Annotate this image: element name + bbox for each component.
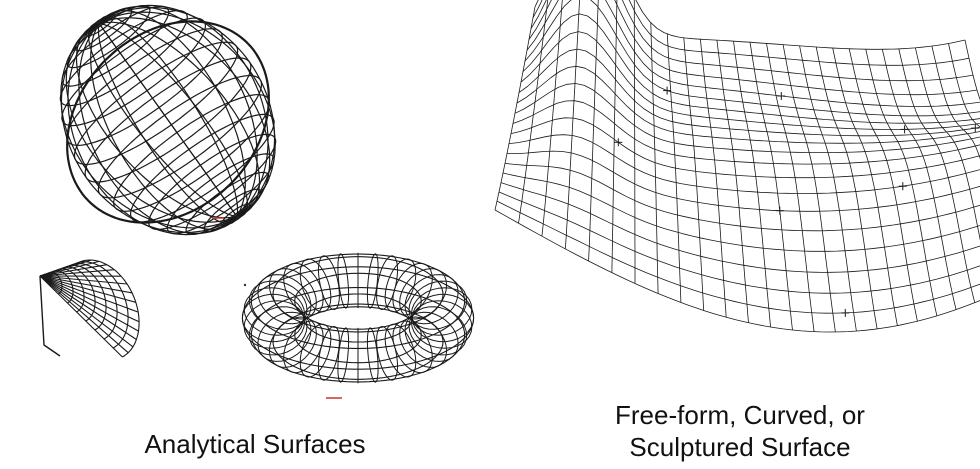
ellipsoid-longitude-line <box>78 23 238 234</box>
freeform-v-line <box>528 0 978 96</box>
freeform-v-line <box>498 191 980 294</box>
freeform-u-line <box>666 33 682 303</box>
ellipsoid-longitude-line <box>98 5 258 217</box>
freeform-v-line <box>494 209 980 333</box>
freeform-u-line <box>766 43 815 332</box>
freeform-v-line <box>502 172 980 252</box>
stray-dot <box>243 283 247 287</box>
torus-meridian-line <box>299 323 332 378</box>
ellipsoid-longitude-line <box>67 23 238 236</box>
cone-ring-line <box>64 264 107 331</box>
ellipsoid-outline <box>66 20 270 224</box>
torus-meridian-line <box>384 258 417 313</box>
cone-ring-line <box>69 263 118 340</box>
cone-ring-line <box>43 273 52 286</box>
torus-parallel-line <box>294 306 422 364</box>
freeform-v-line <box>526 0 980 107</box>
freeform-v-line <box>518 48 980 137</box>
cone-ring-line <box>77 259 140 358</box>
freeform-v-line <box>514 83 980 154</box>
cone-edge <box>39 275 61 357</box>
torus-parallel-line <box>272 256 444 333</box>
freeform-surface-caption: Free-form, Curved, or Sculptured Surface <box>560 399 920 463</box>
ellipsoid-longitude-line <box>90 23 238 230</box>
cone-generator-line <box>39 275 128 285</box>
cone-generator-line <box>39 269 115 277</box>
torus-parallel-line <box>303 293 413 343</box>
freeform-v-line <box>508 134 980 194</box>
freeform-u-line <box>633 0 636 284</box>
cone-generator-line <box>39 264 107 277</box>
cone-generator-line <box>39 275 137 340</box>
cone-generator-line <box>39 275 133 294</box>
freeform-u-line <box>948 43 980 128</box>
freeform-v-line <box>530 0 974 82</box>
analytical-surfaces-caption: Analytical Surfaces <box>144 429 366 459</box>
ellipsoid-longitude-line <box>97 23 238 225</box>
torus-parallel-line <box>241 266 475 370</box>
freeform-u-line <box>494 6 536 211</box>
freeform-caption-line-1: Free-form, Curved, or <box>615 400 865 430</box>
cone-generator-line <box>39 275 140 323</box>
cone-wireframe <box>39 259 140 358</box>
cone-generator-line <box>39 275 129 354</box>
torus-parallel-line <box>272 303 444 380</box>
cone-generator-line <box>39 275 123 358</box>
torus-wireframe <box>241 252 475 384</box>
freeform-v-line <box>500 182 980 273</box>
cone-ring-line <box>73 261 129 349</box>
freeform-u-line <box>611 0 618 273</box>
freeform-u-line <box>915 47 980 241</box>
ellipsoid-longitude-line <box>99 23 249 217</box>
freeform-u-line <box>683 37 705 311</box>
cone-ring-line <box>56 268 85 313</box>
freeform-v-line <box>516 65 980 144</box>
cone-generator-line <box>39 275 139 332</box>
torus-parallel-line <box>250 253 466 349</box>
freeform-u-line <box>716 40 749 323</box>
freeform-u-line <box>881 49 957 310</box>
freeform-v-line <box>520 31 980 130</box>
torus-meridian-line <box>384 323 417 378</box>
freeform-u-line <box>799 45 857 332</box>
ellipsoid-longitude-line <box>60 23 238 229</box>
freeform-u-line <box>848 48 918 322</box>
ellipsoid-wireframe <box>59 4 277 236</box>
cone-generator-line <box>39 275 136 303</box>
freeform-u-line <box>832 47 898 326</box>
freeform-v-line <box>496 200 980 314</box>
cone-ring-line <box>48 271 63 295</box>
freeform-caption-line-2: Sculptured Surface <box>629 432 851 462</box>
freeform-v-line <box>506 150 980 212</box>
freeform-v-line <box>510 117 980 179</box>
torus-parallel-line <box>250 287 466 383</box>
ellipsoid-longitude-line <box>98 11 276 217</box>
freeform-v-line <box>522 13 980 124</box>
freeform-u-line <box>564 0 580 249</box>
freeform-u-line <box>964 39 980 101</box>
torus-parallel-line <box>294 272 422 330</box>
cone-ring-line <box>52 270 74 304</box>
cone-generator-line <box>39 260 100 277</box>
freeform-v-line <box>524 0 980 117</box>
ellipsoid-longitude-line <box>98 23 240 220</box>
ellipsoid-longitude-line <box>99 21 261 217</box>
ellipsoid-longitude-line <box>98 10 246 217</box>
cone-generator-line <box>39 275 134 348</box>
cone-generator-line <box>39 275 139 313</box>
freeform-v-line <box>534 0 966 50</box>
freeform-v-line <box>532 0 970 66</box>
torus-meridian-line <box>299 258 332 313</box>
freeform-v-line <box>504 163 980 232</box>
cone-ring-line <box>60 266 96 322</box>
ellipsoid-longitude-line <box>98 4 269 217</box>
small-marks <box>212 217 342 399</box>
freeform-surface-wireframe <box>494 0 980 333</box>
freeform-v-line <box>512 100 980 165</box>
freeform-u-line <box>931 46 980 160</box>
